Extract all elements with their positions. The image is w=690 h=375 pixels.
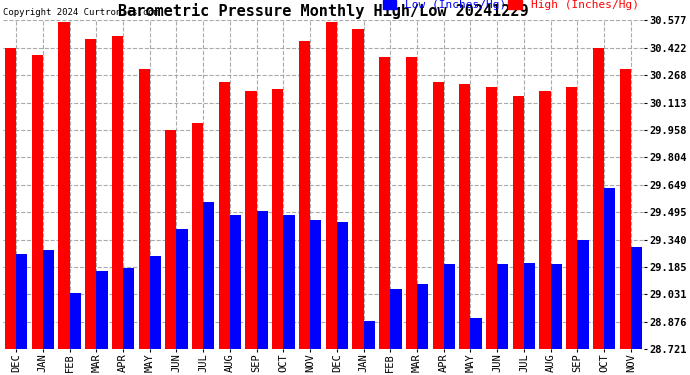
Bar <box>444 264 455 349</box>
Bar <box>299 41 310 349</box>
Bar <box>326 22 337 349</box>
Bar <box>192 123 204 349</box>
Bar <box>219 82 230 349</box>
Bar <box>524 262 535 349</box>
Text: Copyright 2024 Curtronics.com: Copyright 2024 Curtronics.com <box>3 8 159 17</box>
Bar <box>97 272 108 349</box>
Bar <box>540 91 551 349</box>
Bar <box>257 211 268 349</box>
Bar <box>85 39 97 349</box>
Bar <box>471 318 482 349</box>
Bar <box>230 215 241 349</box>
Bar <box>70 293 81 349</box>
Bar <box>123 268 135 349</box>
Bar <box>139 69 150 349</box>
Bar <box>59 22 70 349</box>
Bar <box>310 220 322 349</box>
Bar <box>5 48 16 349</box>
Bar <box>150 255 161 349</box>
Bar <box>43 250 54 349</box>
Bar <box>272 89 284 349</box>
Bar <box>433 82 444 349</box>
Bar <box>604 188 615 349</box>
Bar <box>391 289 402 349</box>
Bar <box>284 215 295 349</box>
Bar <box>593 48 604 349</box>
Bar <box>246 91 257 349</box>
Bar <box>353 28 364 349</box>
Bar <box>631 247 642 349</box>
Bar <box>578 240 589 349</box>
Bar <box>551 264 562 349</box>
Bar <box>364 321 375 349</box>
Bar <box>513 96 524 349</box>
Bar <box>460 84 471 349</box>
Bar <box>16 254 28 349</box>
Bar <box>204 202 215 349</box>
Bar <box>497 264 509 349</box>
Bar <box>417 284 428 349</box>
Bar <box>379 57 391 349</box>
Legend: Low (Inches/Hg), High (Inches/Hg): Low (Inches/Hg), High (Inches/Hg) <box>383 0 639 10</box>
Bar <box>112 36 123 349</box>
Bar <box>337 222 348 349</box>
Bar <box>566 87 578 349</box>
Bar <box>166 130 177 349</box>
Bar <box>32 55 43 349</box>
Bar <box>406 57 417 349</box>
Bar <box>177 229 188 349</box>
Title: Barometric Pressure Monthly High/Low 20241229: Barometric Pressure Monthly High/Low 202… <box>118 3 529 19</box>
Bar <box>620 69 631 349</box>
Bar <box>486 87 497 349</box>
